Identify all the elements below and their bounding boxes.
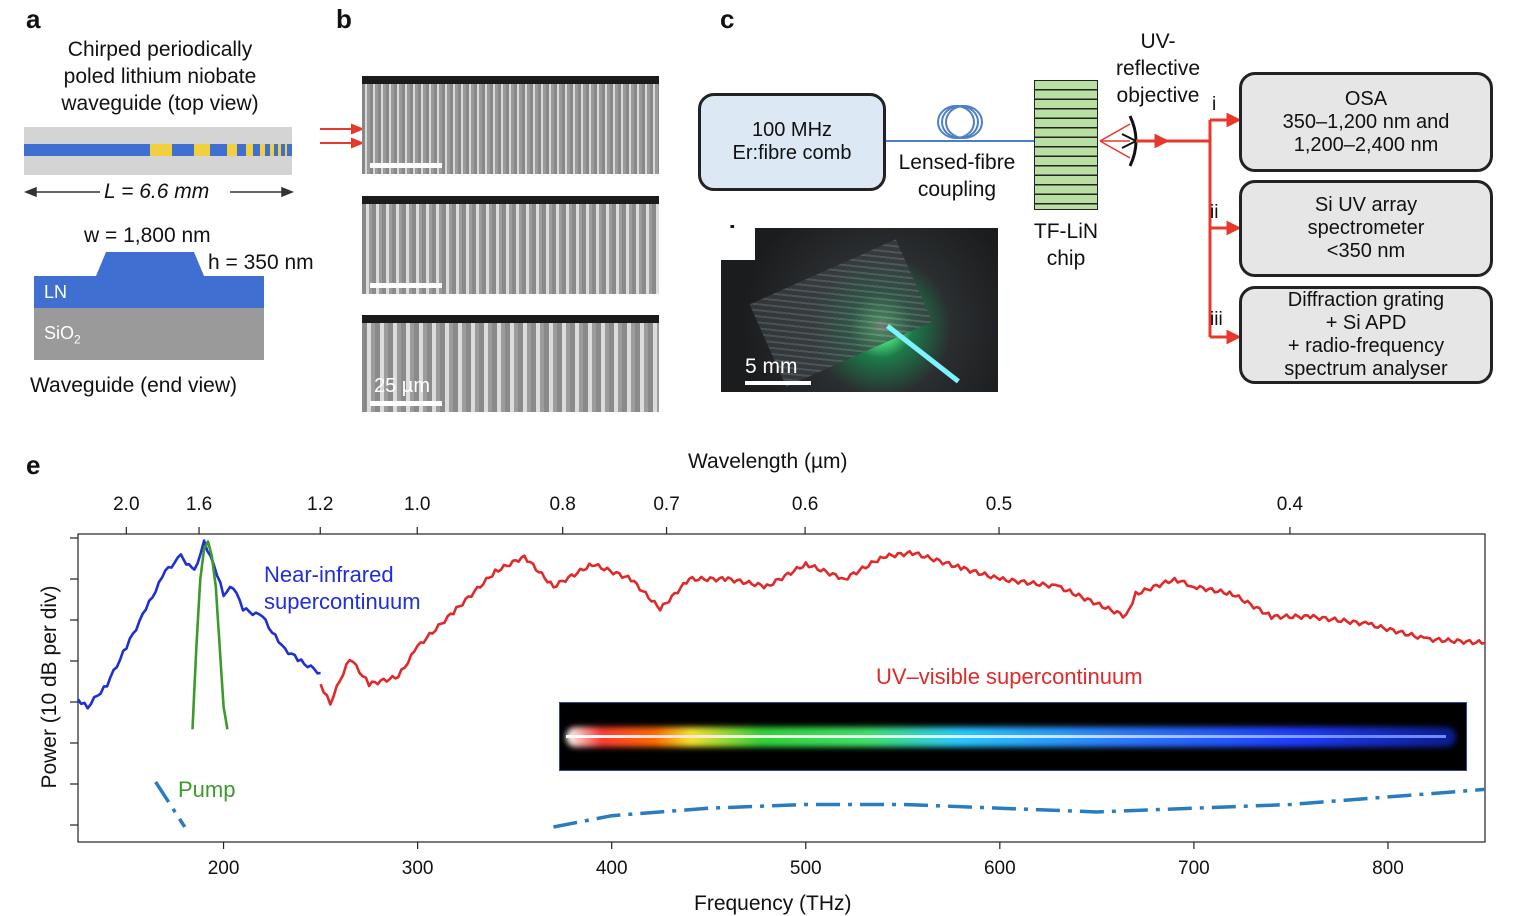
top-tick-label: 1.6	[186, 494, 212, 515]
waveguide-top-view	[23, 127, 295, 198]
ln-label: LN	[44, 282, 68, 302]
waveguide-end-view	[34, 252, 264, 360]
branch-label-iii: iii	[1210, 309, 1223, 330]
width-label: w = 1,800 nm	[84, 224, 211, 247]
osa-line-2: 350–1,200 nm and	[1282, 110, 1450, 133]
objective-line-3: objective	[1116, 84, 1200, 107]
chip-label: TF-LiN chip	[1016, 218, 1116, 272]
panel-e-letter: e	[26, 450, 41, 480]
top-axis-title: Wavelength (µm)	[688, 450, 848, 473]
nir-label: Near-infrared supercontinuum	[264, 561, 421, 615]
plot-frame	[77, 533, 1486, 843]
coupling-line-1: Lensed-fibre	[898, 151, 1016, 174]
length-arrow	[23, 186, 295, 198]
y-axis-title: Power (10 dB per div)	[38, 585, 61, 789]
bottom-axis-title: Frequency (THz)	[694, 892, 852, 915]
spectrum-photo-inset	[559, 702, 1467, 771]
input-arrows	[320, 123, 364, 149]
osa-line-1: OSA	[1344, 87, 1388, 110]
grating-line-1: Diffraction grating	[1287, 289, 1445, 311]
si-uv-line-2: spectrometer	[1307, 217, 1425, 239]
x-tick-label: 800	[1372, 858, 1404, 879]
nir-label-line-1: Near-infrared	[264, 562, 394, 587]
panel-a-title: Chirped periodically poled lithium nioba…	[20, 36, 300, 117]
end-view-label: Waveguide (end view)	[30, 374, 237, 397]
sem-scale-bar-1	[370, 163, 442, 168]
objective-line-1: UV-	[1140, 30, 1176, 53]
si-uv-box: Si UV array spectrometer <350 nm	[1239, 180, 1493, 277]
top-tick-label: 0.8	[549, 494, 575, 515]
nir-label-line-2: supercontinuum	[264, 589, 421, 614]
pump-line	[191, 540, 229, 730]
comb-line-1: 100 MHz	[751, 119, 833, 141]
objective-line-2: reflective	[1115, 57, 1201, 80]
sem-image-1	[362, 76, 659, 174]
ridge	[96, 252, 204, 276]
setup-diagram-lines	[884, 105, 1242, 345]
top-tick-label: 0.6	[792, 494, 818, 515]
poled-domains	[150, 144, 287, 156]
sem-scale-bar-2	[370, 283, 442, 288]
photo-scale-label: 5 mm	[745, 355, 798, 378]
phase-matching-line	[154, 780, 1486, 829]
panel-a-letter: a	[26, 4, 41, 34]
branch-label-i: i	[1212, 94, 1217, 115]
length-label: L = 6.6 mm	[104, 180, 210, 203]
uv-supercontinuum-line	[319, 549, 1486, 706]
grating-box: Diffraction grating + Si APD + radio-fre…	[1239, 286, 1493, 384]
sio2-layer	[34, 308, 264, 360]
panel-a-title-line-1: Chirped periodically	[67, 38, 253, 61]
ln-layer	[34, 276, 264, 308]
sem-image-3: 25 µm	[362, 315, 659, 412]
top-tick-label: 1.0	[404, 494, 430, 515]
x-tick-label: 600	[984, 858, 1016, 879]
grating-line-3: + radio-frequency	[1287, 335, 1445, 357]
pump-label: Pump	[178, 777, 236, 802]
sio2-text: SiO	[44, 323, 75, 343]
chip-photo: 5 mm	[721, 228, 998, 392]
comb-box: 100 MHz Er:fibre comb	[698, 93, 886, 191]
panel-c-letter: c	[720, 4, 735, 34]
chip-line-2: chip	[1046, 247, 1086, 270]
osa-line-3: 1,200–2,400 nm	[1293, 133, 1439, 156]
top-tick-label: 2.0	[113, 494, 139, 515]
x-tick-label: 700	[1178, 858, 1210, 879]
x-tick-label: 200	[208, 858, 240, 879]
coupling-label: Lensed-fibre coupling	[882, 149, 1032, 203]
uv-label: UV–visible supercontinuum	[876, 664, 1143, 689]
chip	[1034, 80, 1098, 210]
nir-supercontinuum-line	[76, 539, 321, 710]
top-tick-label: 1.2	[307, 494, 333, 515]
top-tick-label: 0.5	[986, 494, 1012, 515]
x-tick-label: 300	[402, 858, 434, 879]
si-uv-line-3: <350 nm	[1326, 240, 1406, 262]
branch-label-ii: ii	[1210, 202, 1219, 223]
x-tick-label: 400	[596, 858, 628, 879]
objective-label: UV- reflective objective	[1096, 28, 1220, 109]
comb-line-2: Er:fibre comb	[732, 142, 852, 164]
osa-box: OSA 350–1,200 nm and 1,200–2,400 nm	[1239, 72, 1493, 172]
sem-scale-label: 25 µm	[374, 375, 430, 397]
sem-scale-bar-3	[370, 401, 442, 406]
sem-image-2	[362, 196, 659, 294]
top-tick-label: 0.7	[653, 494, 679, 515]
grating-line-4: spectrum analyser	[1284, 358, 1448, 380]
top-tick-label: 0.4	[1277, 494, 1304, 515]
x-tick-label: 500	[790, 858, 822, 879]
panel-b-letter: b	[336, 4, 352, 34]
grating-line-2: + Si APD	[1325, 312, 1407, 334]
si-uv-line-1: Si UV array	[1314, 194, 1418, 216]
spectrum-chart: 200 300 400 500 600 700 800 2.0 1.6 1.2 1.0 0.8 0.7 0…	[70, 494, 1486, 879]
panel-a-title-line-2: poled lithium niobate	[63, 65, 257, 88]
height-label: h = 350 nm	[208, 251, 314, 274]
panel-a-title-line-3: waveguide (top view)	[61, 92, 259, 115]
sio2-subscript: 2	[74, 332, 81, 347]
chip-line-1: TF-LiN	[1033, 220, 1099, 243]
coupling-line-2: coupling	[917, 178, 997, 201]
sio2-label: SiO2	[44, 323, 81, 347]
photo-scale-bar	[745, 381, 811, 385]
